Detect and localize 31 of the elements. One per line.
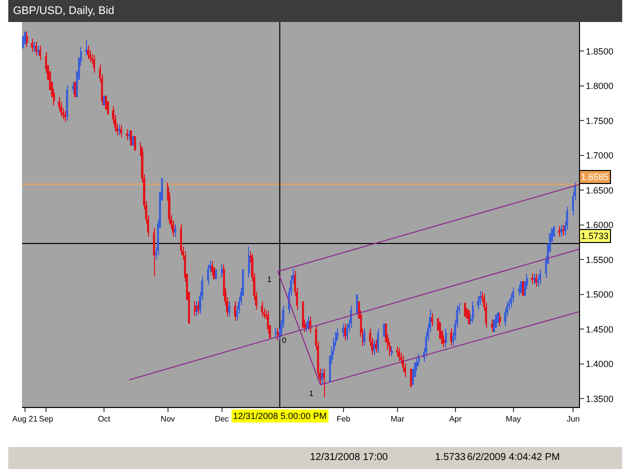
x-tick-label: Feb xyxy=(336,414,351,424)
x-tick-label: Dec xyxy=(214,414,229,424)
y-tick-label: 1.6000 xyxy=(586,220,614,230)
x-tick-label: Oct xyxy=(98,414,112,424)
x-tick-label: Jun xyxy=(566,414,580,424)
ref-line-label: 1.6585 xyxy=(581,172,609,182)
y-tick-label: 1.5000 xyxy=(586,290,614,300)
text: 6/2/2009 4:04:42 PM xyxy=(467,452,560,463)
x-tick-label: Apr xyxy=(449,414,462,424)
y-tick-label: 1.7000 xyxy=(586,150,614,161)
text: 1.5733 xyxy=(435,452,466,463)
chart-title: GBP/USD, Daily, Bid xyxy=(13,5,114,17)
ref-line-label: 12/31/2008 5:00:00 PM xyxy=(233,411,327,421)
y-tick-label: 1.4000 xyxy=(586,359,614,370)
x-tick-label: Aug 21 xyxy=(12,414,38,424)
x-tick-label: Nov xyxy=(160,414,175,424)
y-tick-label: 1.4500 xyxy=(586,324,614,334)
ref-line-label: 1.5733 xyxy=(581,231,609,241)
y-tick-label: 1.6500 xyxy=(586,185,614,196)
annotation: 0 xyxy=(282,336,287,345)
y-tick-label: 1.8500 xyxy=(586,46,614,56)
y-tick-label: 1.3500 xyxy=(586,394,614,404)
x-tick-label: Sep xyxy=(39,414,54,424)
y-tick-label: 1.7500 xyxy=(586,116,614,126)
x-tick-label: Mar xyxy=(390,414,405,424)
text: 12/31/2008 17:00 xyxy=(310,452,388,463)
y-tick-label: 1.5500 xyxy=(586,254,614,265)
y-tick-label: 1.8000 xyxy=(586,81,614,92)
annotation: 1 xyxy=(267,275,272,284)
x-tick-label: May xyxy=(506,414,521,424)
annotation: 1 xyxy=(309,389,314,398)
